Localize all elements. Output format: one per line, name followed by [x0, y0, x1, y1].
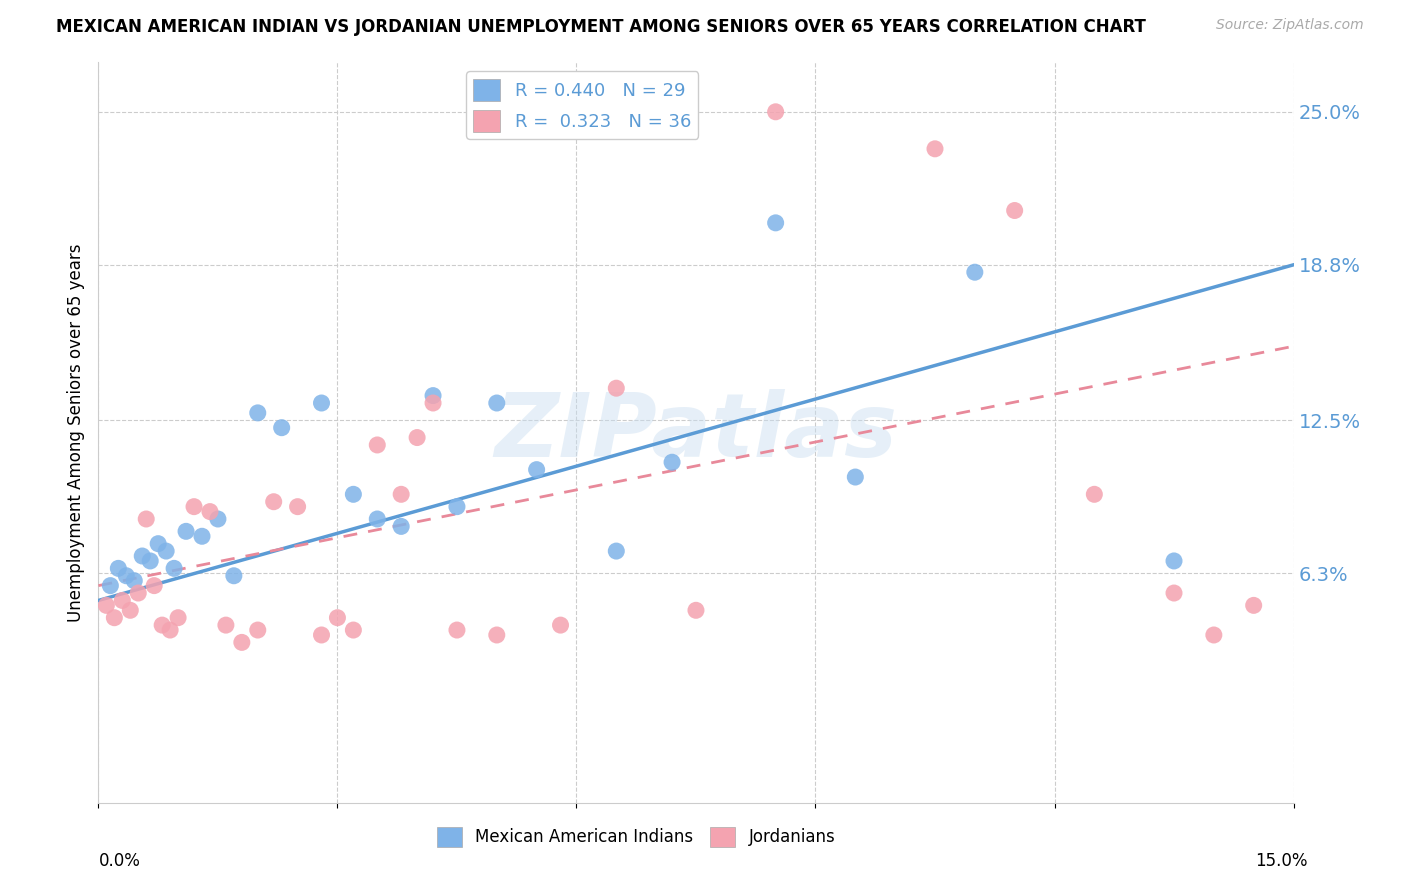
Point [270, 420, 292, 434]
Point [143, 579, 166, 593]
Point [246, 623, 269, 637]
Point [174, 524, 197, 539]
Point [231, 635, 253, 649]
Point [139, 554, 162, 568]
Point [389, 487, 412, 501]
Point [222, 568, 245, 582]
Point [1163, 586, 1185, 600]
Text: Source: ZipAtlas.com: Source: ZipAtlas.com [1216, 18, 1364, 32]
Point [550, 618, 572, 632]
Point [765, 216, 787, 230]
Point [191, 529, 214, 543]
Point [163, 561, 186, 575]
Point [326, 610, 349, 624]
Point [924, 142, 946, 156]
Text: 15.0%: 15.0% [1256, 852, 1308, 870]
Point [135, 512, 157, 526]
Point [342, 623, 364, 637]
Y-axis label: Unemployment Among Seniors over 65 years: Unemployment Among Seniors over 65 years [66, 244, 84, 622]
Point [311, 628, 333, 642]
Point [111, 593, 134, 607]
Point [107, 561, 129, 575]
Point [1083, 487, 1105, 501]
Point [1243, 599, 1265, 613]
Point [148, 536, 170, 550]
Point [765, 104, 787, 119]
Legend: Mexican American Indians, Jordanians: Mexican American Indians, Jordanians [430, 820, 842, 854]
Point [159, 623, 181, 637]
Point [131, 549, 153, 563]
Point [963, 265, 986, 279]
Point [207, 512, 229, 526]
Text: MEXICAN AMERICAN INDIAN VS JORDANIAN UNEMPLOYMENT AMONG SENIORS OVER 65 YEARS CO: MEXICAN AMERICAN INDIAN VS JORDANIAN UNE… [56, 18, 1146, 36]
Point [1163, 554, 1185, 568]
Point [406, 431, 429, 445]
Point [485, 628, 508, 642]
Point [198, 505, 221, 519]
Point [422, 388, 444, 402]
Point [685, 603, 707, 617]
Point [155, 544, 177, 558]
Point [287, 500, 309, 514]
Point [1202, 628, 1225, 642]
Point [485, 396, 508, 410]
Text: 0.0%: 0.0% [98, 852, 141, 870]
Point [526, 462, 548, 476]
Point [1004, 203, 1026, 218]
Point [98, 579, 122, 593]
Point [446, 500, 468, 514]
Point [844, 470, 866, 484]
Text: ZIPatlas: ZIPatlas [495, 389, 897, 476]
Point [263, 494, 285, 508]
Point [150, 618, 173, 632]
Point [366, 512, 388, 526]
Point [446, 623, 468, 637]
Point [167, 610, 190, 624]
Point [366, 438, 388, 452]
Point [103, 610, 125, 624]
Point [342, 487, 364, 501]
Point [605, 381, 627, 395]
Point [183, 500, 205, 514]
Point [96, 599, 118, 613]
Point [311, 396, 333, 410]
Point [422, 396, 444, 410]
Point [215, 618, 238, 632]
Point [115, 568, 138, 582]
Point [120, 603, 142, 617]
Point [124, 574, 146, 588]
Point [389, 519, 412, 533]
Point [127, 586, 149, 600]
Point [661, 455, 683, 469]
Point [605, 544, 627, 558]
Point [246, 406, 269, 420]
